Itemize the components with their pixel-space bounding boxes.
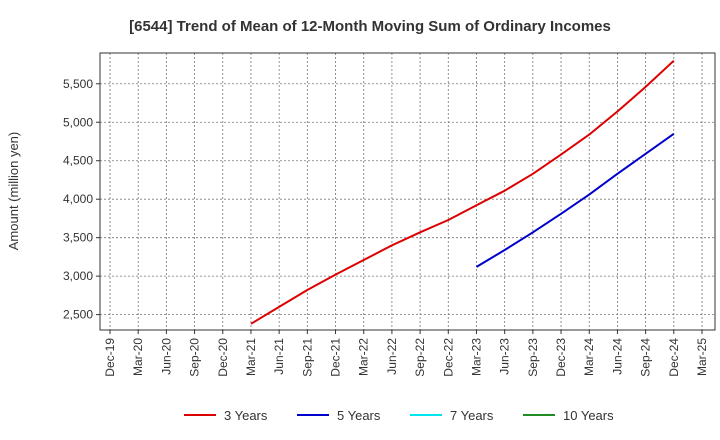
legend: 3 Years 5 Years 7 Years 10 Years	[184, 408, 614, 423]
x-tick-label: Dec-24	[667, 338, 681, 377]
plot-area-frame	[99, 52, 716, 331]
x-tick-label: Mar-20	[131, 338, 145, 376]
x-tick-label: Sep-21	[300, 338, 314, 377]
x-tick-label: Mar-23	[469, 338, 483, 376]
y-tick-label: 5,000	[63, 115, 93, 129]
x-tick-label: Jun-21	[272, 338, 286, 375]
x-tick-label: Mar-25	[695, 338, 709, 376]
y-tick-label: 5,500	[63, 77, 93, 91]
x-tick-label: Sep-22	[413, 338, 427, 377]
chart-title: [6544] Trend of Mean of 12-Month Moving …	[129, 18, 611, 35]
legend-label: 5 Years	[337, 408, 381, 423]
legend-label: 7 Years	[450, 408, 494, 423]
x-axis-ticks: Dec-19 Mar-20 Jun-20 Sep-20 Dec-20 Mar-21 Jun-…	[103, 330, 709, 377]
x-tick-label: Dec-22	[441, 338, 455, 377]
y-tick-label: 3,500	[63, 231, 93, 245]
series-line-1	[250, 59, 675, 325]
x-tick-label: Jun-22	[385, 338, 399, 375]
x-tick-label: Mar-24	[582, 338, 596, 376]
x-tick-label: Sep-20	[188, 338, 202, 377]
legend-label: 3 Years	[224, 408, 268, 423]
x-tick-label: Sep-23	[526, 338, 540, 377]
y-tick-label: 4,500	[63, 154, 93, 168]
x-tick-label: Dec-23	[554, 338, 568, 377]
series-lines	[250, 59, 675, 325]
x-tick-label: Jun-23	[498, 338, 512, 375]
y-axis-ticks: 2,500 3,000 3,500 4,000 4,500 5,000 5,500	[63, 77, 100, 322]
x-tick-label: Dec-20	[216, 338, 230, 377]
y-tick-label: 2,500	[63, 308, 93, 322]
x-tick-label: Mar-21	[244, 338, 258, 376]
series-line-2	[475, 132, 675, 268]
x-tick-label: Sep-24	[639, 338, 653, 377]
y-tick-label: 3,000	[63, 269, 93, 283]
x-tick-label: Mar-22	[357, 338, 371, 376]
x-tick-label: Jun-24	[610, 338, 624, 375]
x-tick-label: Jun-20	[159, 338, 173, 375]
y-axis-label: Amount (million yen)	[6, 132, 21, 251]
y-tick-label: 4,000	[63, 192, 93, 206]
grid-lines	[100, 53, 715, 330]
x-tick-label: Dec-21	[329, 338, 343, 377]
legend-label: 10 Years	[563, 408, 614, 423]
x-tick-label: Dec-19	[103, 338, 117, 377]
